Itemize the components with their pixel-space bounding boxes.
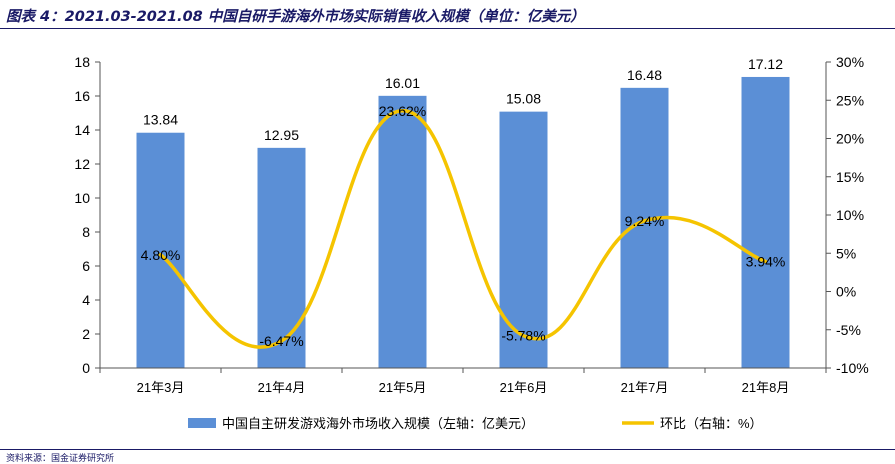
x-tick-label: 21年7月 bbox=[621, 380, 669, 395]
line-data-label: 4.80% bbox=[141, 247, 181, 263]
left-tick-label: 4 bbox=[82, 292, 90, 308]
left-tick-label: 14 bbox=[74, 122, 90, 138]
line-data-label: -5.78% bbox=[501, 328, 545, 344]
axes-layer: 0 2 4 6 8 10 12 14 16 18 -10% -5% 0% 5% 10% 15% 20% 25% 30… bbox=[74, 54, 868, 395]
bar-3 bbox=[378, 95, 427, 368]
right-tick-label: -5% bbox=[836, 322, 861, 338]
line-data-label: 23.62% bbox=[379, 103, 426, 119]
right-tick-label: 0% bbox=[836, 284, 856, 300]
x-tick-label: 21年5月 bbox=[379, 380, 427, 395]
left-tick-label: 0 bbox=[82, 360, 90, 376]
legend-label-bars: 中国自主研发游戏海外市场收入规模（左轴：亿美元） bbox=[222, 416, 534, 431]
source-note: 资料来源：国金证券研究所 bbox=[6, 454, 115, 464]
bar-data-label: 15.08 bbox=[506, 91, 541, 107]
right-tick-label: 15% bbox=[836, 169, 864, 185]
x-tick-label: 21年6月 bbox=[500, 380, 548, 395]
left-tick-label: 18 bbox=[74, 54, 90, 70]
bar-data-label: 13.84 bbox=[143, 112, 178, 128]
bars-layer bbox=[136, 76, 790, 369]
line-data-label: -6.47% bbox=[259, 333, 303, 349]
left-tick-label: 12 bbox=[74, 156, 90, 172]
bar-data-label: 17.12 bbox=[748, 56, 783, 72]
right-tick-label: 10% bbox=[836, 207, 864, 223]
right-tick-label: 30% bbox=[836, 54, 864, 70]
right-tick-label: -10% bbox=[836, 360, 869, 376]
bar-data-label: 16.48 bbox=[627, 67, 662, 83]
left-tick-label: 10 bbox=[74, 190, 90, 206]
footer-divider bbox=[0, 449, 895, 450]
left-tick-label: 2 bbox=[82, 326, 90, 342]
x-tick-label: 21年4月 bbox=[258, 380, 306, 395]
right-tick-label: 25% bbox=[836, 92, 864, 108]
left-tick-label: 6 bbox=[82, 258, 90, 274]
left-tick-label: 8 bbox=[82, 224, 90, 240]
legend-label-line: 环比（右轴：%） bbox=[660, 416, 763, 431]
line-data-label: 3.94% bbox=[746, 253, 786, 269]
line-data-label: 9.24% bbox=[625, 213, 665, 229]
right-tick-label: 5% bbox=[836, 245, 856, 261]
title-divider bbox=[0, 28, 895, 29]
series-line-huanbi bbox=[158, 109, 768, 349]
chart-area: 0 2 4 6 8 10 12 14 16 18 -10% -5% 0% 5% 10% 15% 20% 25% 30… bbox=[74, 54, 868, 431]
chart-title: 图表 4：2021.03-2021.08 中国自研手游海外市场实际销售收入规模（… bbox=[6, 9, 585, 25]
line-layer bbox=[158, 109, 768, 349]
bar-data-label: 12.95 bbox=[264, 127, 299, 143]
bar-data-label: 16.01 bbox=[385, 75, 420, 91]
legend: 中国自主研发游戏海外市场收入规模（左轴：亿美元） 环比（右轴：%） bbox=[188, 416, 763, 431]
bar-1 bbox=[136, 132, 185, 368]
bar-4 bbox=[499, 111, 548, 368]
x-tick-label: 21年8月 bbox=[742, 380, 790, 395]
x-tick-label: 21年3月 bbox=[137, 380, 185, 395]
left-tick-label: 16 bbox=[74, 88, 90, 104]
bar-2 bbox=[257, 147, 306, 368]
labels-layer: 13.84 12.95 16.01 15.08 16.48 17.12 4.80% -6.47… bbox=[141, 56, 786, 349]
legend-swatch-bars bbox=[188, 418, 216, 428]
bar-6 bbox=[741, 76, 790, 369]
right-tick-label: 20% bbox=[836, 131, 864, 147]
